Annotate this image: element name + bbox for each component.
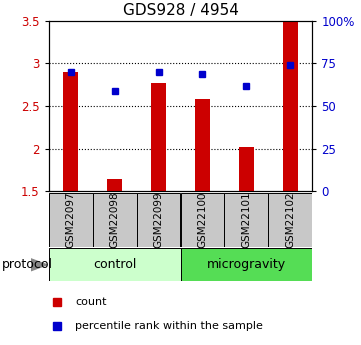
Text: protocol: protocol — [2, 258, 53, 271]
Text: GSM22098: GSM22098 — [110, 191, 119, 248]
Polygon shape — [31, 259, 47, 271]
Bar — [283, 21, 298, 191]
Text: count: count — [75, 297, 106, 307]
Bar — [49, 248, 180, 281]
Bar — [180, 248, 312, 281]
Text: microgravity: microgravity — [207, 258, 286, 271]
Bar — [136, 193, 180, 247]
Bar — [63, 72, 78, 191]
Text: GSM22102: GSM22102 — [285, 191, 295, 248]
Text: percentile rank within the sample: percentile rank within the sample — [75, 321, 263, 331]
Text: GSM22097: GSM22097 — [66, 191, 76, 248]
Text: GSM22100: GSM22100 — [197, 192, 208, 248]
Text: control: control — [93, 258, 136, 271]
Bar — [225, 193, 268, 247]
Bar — [93, 193, 136, 247]
Bar — [49, 193, 93, 247]
Bar — [268, 193, 312, 247]
Bar — [195, 99, 210, 191]
Text: GSM22099: GSM22099 — [153, 191, 164, 248]
Bar — [180, 193, 225, 247]
Bar — [239, 147, 254, 191]
Bar — [107, 179, 122, 191]
Title: GDS928 / 4954: GDS928 / 4954 — [123, 3, 238, 18]
Bar — [151, 83, 166, 191]
Text: GSM22101: GSM22101 — [242, 191, 251, 248]
